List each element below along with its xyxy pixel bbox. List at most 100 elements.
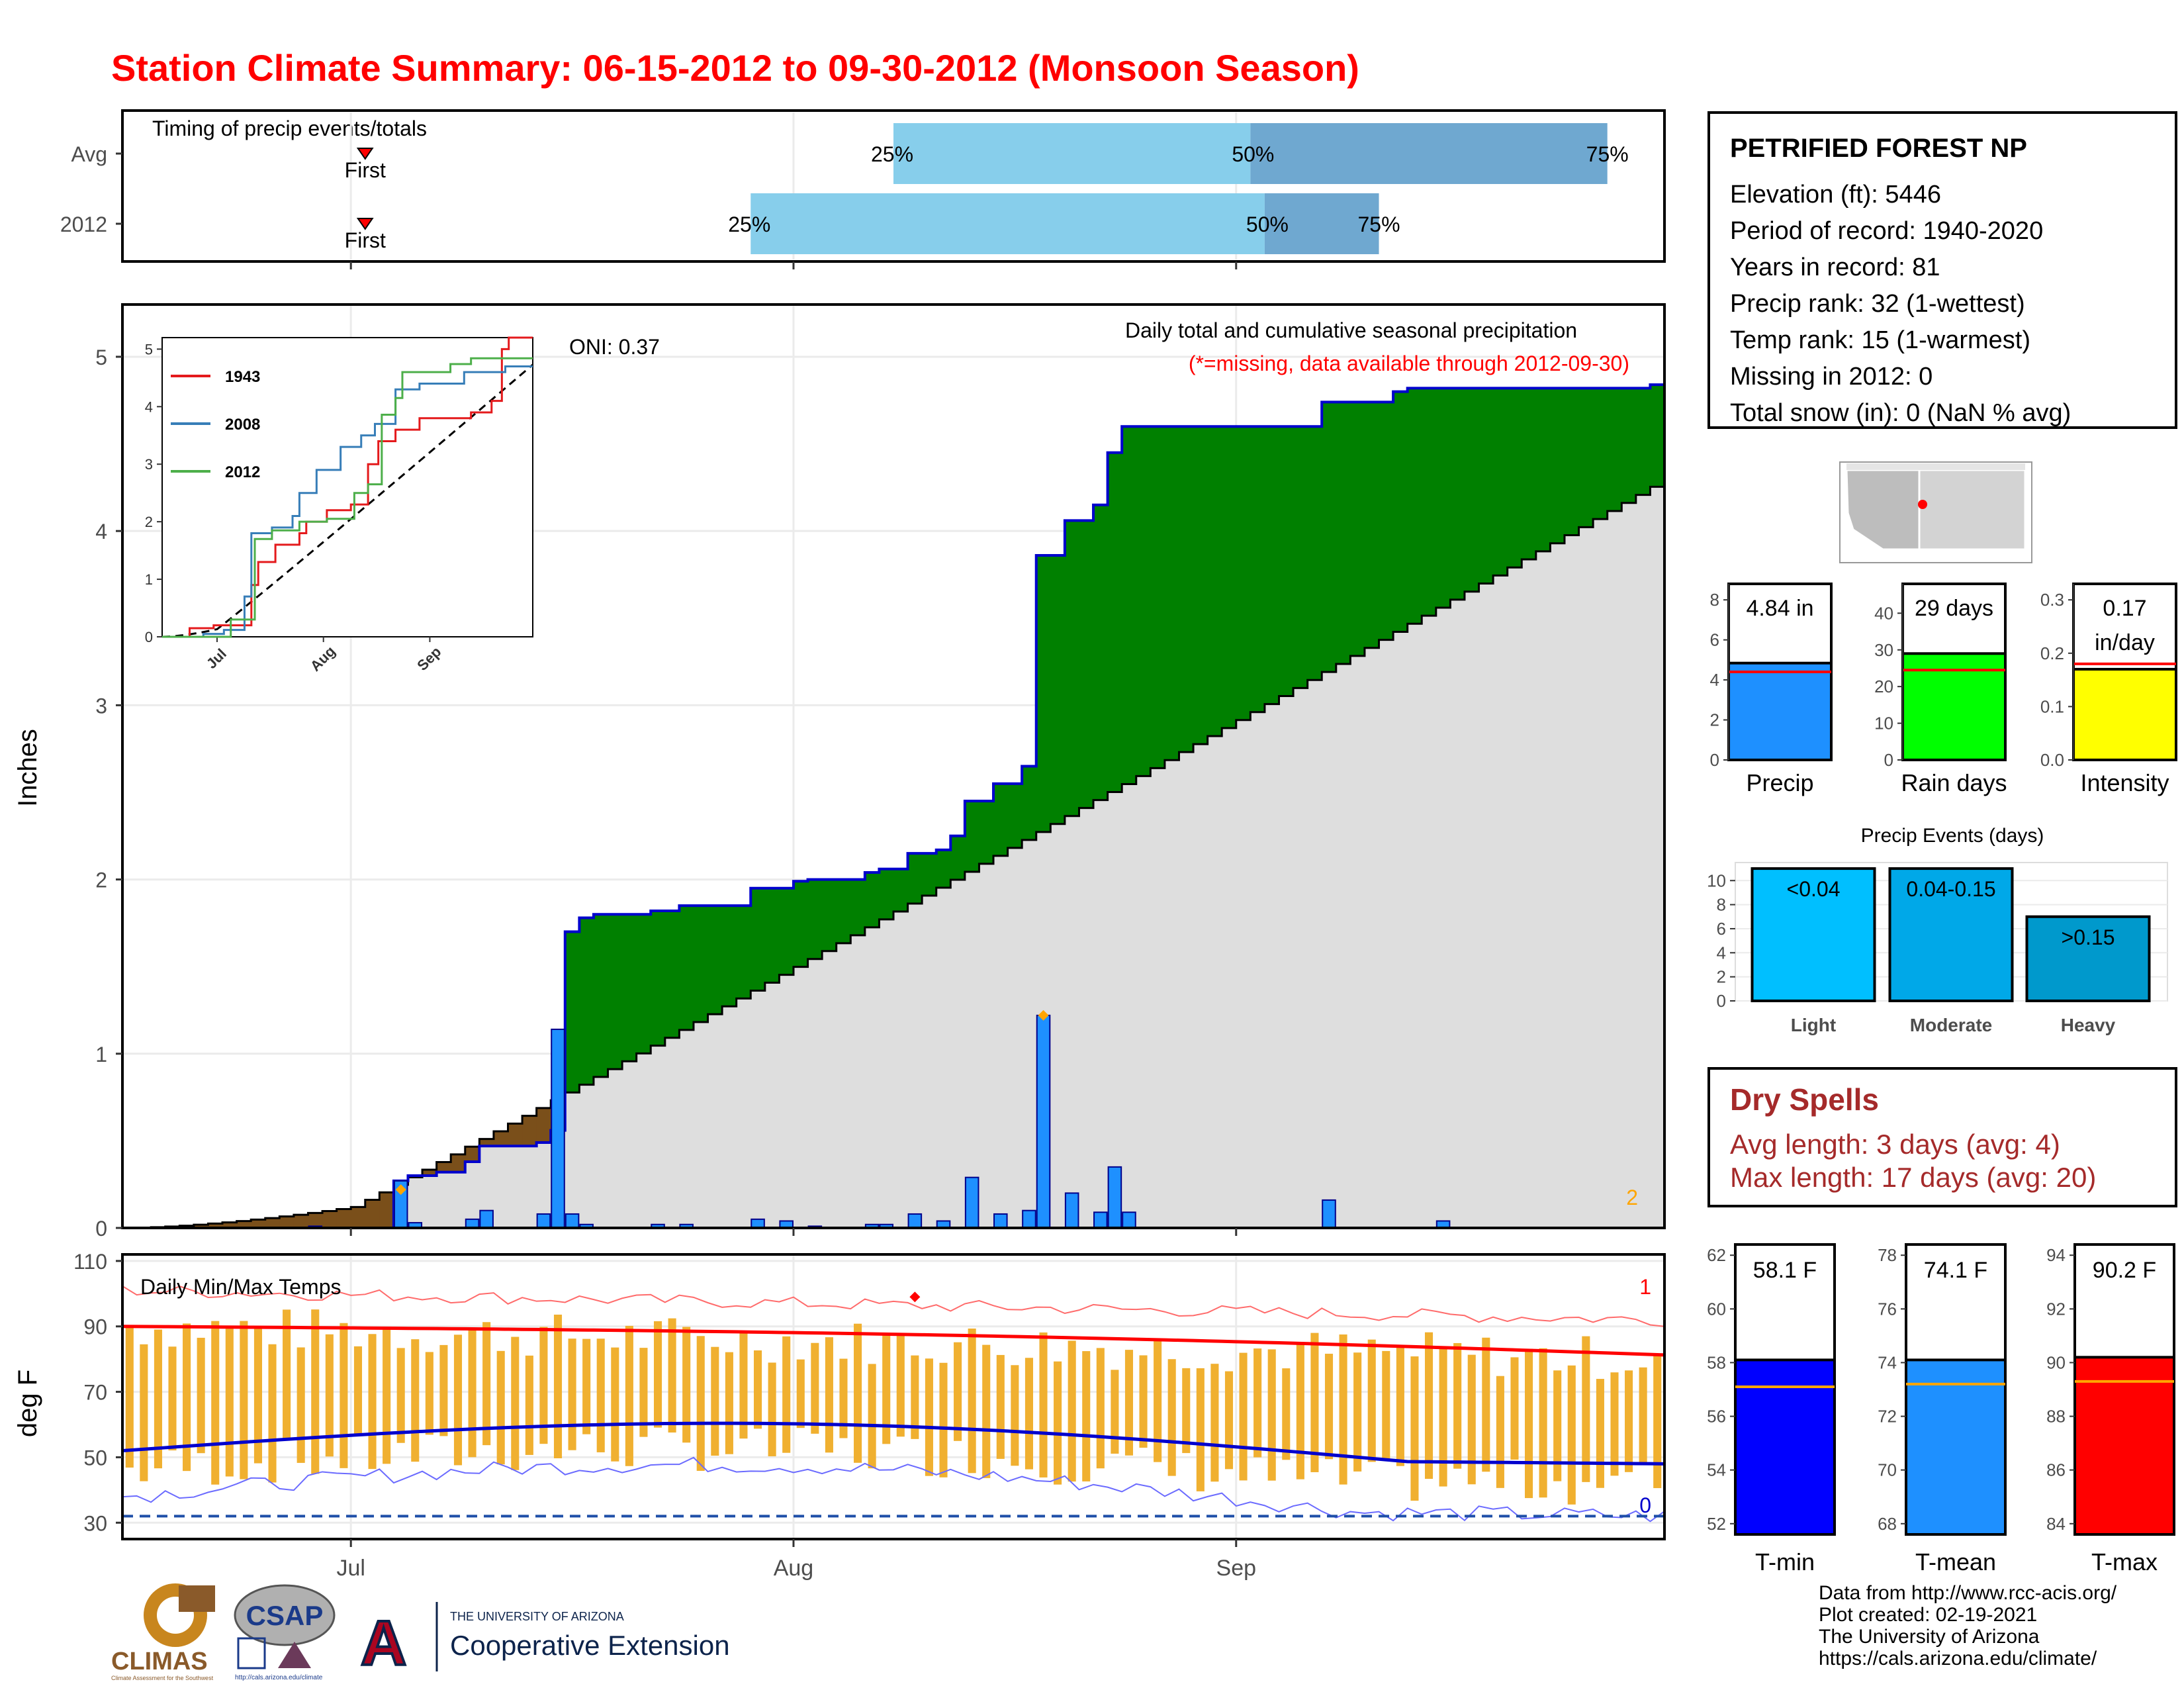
summary-value-label: 29 days (1915, 596, 1993, 621)
surplus-area (651, 910, 666, 1046)
surplus-area (751, 888, 766, 991)
deficit-area (379, 1192, 394, 1228)
daily-temp-bar (1339, 1334, 1347, 1485)
deficit-area (351, 1207, 366, 1228)
record-marker (1038, 1009, 1049, 1021)
credit-line-url: https://cals.arizona.edu/climate/ (1819, 1648, 2097, 1669)
daily-temp-bar (1639, 1367, 1647, 1465)
daily-temp-bar (140, 1344, 148, 1481)
daily-temp-bar (611, 1347, 619, 1462)
daily-temp-bar (1410, 1356, 1419, 1501)
surplus-area (664, 910, 680, 1038)
daily-temp-bar (1196, 1368, 1205, 1491)
summary-tick-label: 0 (1710, 750, 1719, 770)
daily-temp-bar (325, 1334, 334, 1457)
temp-summary-tick-label: 54 (1707, 1460, 1726, 1480)
daily-temp-bar (353, 1346, 363, 1436)
temp-count-high: 1 (1639, 1275, 1651, 1299)
daily-temp-bar (854, 1323, 862, 1463)
daily-temp-bar (596, 1338, 605, 1452)
north-states-shape (1846, 463, 2025, 470)
daily-temp-bar (197, 1337, 205, 1454)
daily-temp-bar (1082, 1351, 1091, 1481)
station-name: PETRIFIED FOREST NP (1730, 134, 2027, 163)
surplus-area (736, 906, 751, 999)
credit-line-univ: The University of Arizona (1819, 1626, 2040, 1648)
climas-text: CLIMAS (111, 1648, 208, 1675)
surplus-area (1150, 426, 1165, 769)
climas-subtext: Climate Assessment for the Southwest (111, 1675, 214, 1681)
surplus-area (907, 853, 923, 904)
daily-temp-bar (1011, 1365, 1019, 1466)
daily-temp-bar (411, 1339, 420, 1462)
deficit-area (436, 1162, 451, 1172)
daily-temp-bar (240, 1321, 248, 1479)
daily-temp-bar (882, 1333, 891, 1444)
daily-temp-bar (996, 1354, 1005, 1459)
daily-temp-bar (439, 1344, 448, 1436)
surplus-area (1621, 388, 1637, 503)
csap-logo: CSAP http://cals.arizona.edu/climate (234, 1584, 336, 1681)
surplus-area (1393, 391, 1408, 632)
temp-frame (121, 1253, 1666, 1540)
deficit-area (422, 1170, 437, 1176)
summary-category-label: Intensity (2080, 769, 2169, 796)
temp-summary-tick-label: 68 (1878, 1514, 1897, 1534)
events-tick-label: 10 (1707, 870, 1726, 890)
deficit-area (279, 1216, 295, 1228)
surplus-area (636, 914, 651, 1054)
oni-value: ONI: 0.37 (569, 335, 660, 359)
daily-temp-bar (225, 1329, 234, 1477)
daily-temp-bar (1282, 1368, 1291, 1460)
daily-temp-bar (911, 1355, 919, 1439)
temp-xtick-label: Jul (336, 1556, 365, 1581)
inset-series-2012 (162, 357, 533, 638)
surplus-area (1022, 766, 1037, 840)
daily-temp-bar (925, 1358, 933, 1476)
daily-temp-bar (1324, 1354, 1334, 1460)
daily-precip-bar (907, 1213, 923, 1229)
observed-cumulative-line (122, 383, 1664, 1229)
surplus-area (1550, 388, 1565, 543)
temp-summary-value-label: 90.2 F (2093, 1258, 2156, 1283)
surplus-area (850, 879, 866, 935)
daily-temp-bar (653, 1321, 662, 1428)
station-line-period: Period of record: 1940-2020 (1730, 217, 2044, 245)
first-marker (356, 218, 374, 230)
summary-category-label: Rain days (1901, 769, 2007, 796)
events-bar-label: <0.04 (1787, 877, 1841, 901)
logos: CLIMAS Climate Assessment for the Southw… (111, 1583, 730, 1681)
daily-temp-bar (1239, 1352, 1248, 1481)
temp-summary-tick-label: 94 (2046, 1245, 2066, 1265)
daily-temp-bar (453, 1335, 463, 1466)
events-title: Precip Events (days) (1861, 825, 2044, 847)
temp-summary-bar (2073, 1356, 2175, 1536)
dry-spells-title: Dry Spells (1730, 1082, 1879, 1117)
daily-temp-bar (425, 1352, 433, 1435)
credit-line-date: Plot created: 02-19-2021 (1819, 1604, 2038, 1626)
surplus-area (1535, 388, 1551, 551)
temp-summary-tick-label: 60 (1707, 1299, 1726, 1319)
summary-tick-label: 30 (1874, 640, 1893, 660)
precip-panel: 0 1 2 3 4 5 Daily total and cumulative season… (13, 303, 1666, 1241)
summary-tick-label: 0.0 (2040, 750, 2064, 770)
daily-temp-bar (811, 1342, 819, 1434)
surplus-area (1207, 426, 1222, 736)
surplus-area (1193, 426, 1208, 745)
summary-tick-label: 8 (1710, 590, 1719, 610)
daily-temp-bar (1525, 1348, 1533, 1499)
temp-summary-bars: 52 54 56 58 60 62 58.1 F T-min 68 70 72 74 76 78 74.1 … (1707, 1243, 2175, 1575)
daily-temp-bar (511, 1336, 520, 1470)
daily-temp-bar (340, 1323, 348, 1468)
daily-temp-bar (253, 1326, 262, 1464)
deficit-area (522, 1115, 537, 1147)
daily-temp-bar (183, 1323, 191, 1472)
temp-summary-category-label: T-max (2091, 1548, 2158, 1575)
timing-label-25: 25% (871, 142, 913, 166)
dry-spells-avg: Avg length: 3 days (avg: 4) (1730, 1129, 2060, 1160)
arizona-map (1839, 461, 2032, 563)
surplus-area (1164, 426, 1180, 761)
daily-temp-bar (1510, 1357, 1519, 1460)
